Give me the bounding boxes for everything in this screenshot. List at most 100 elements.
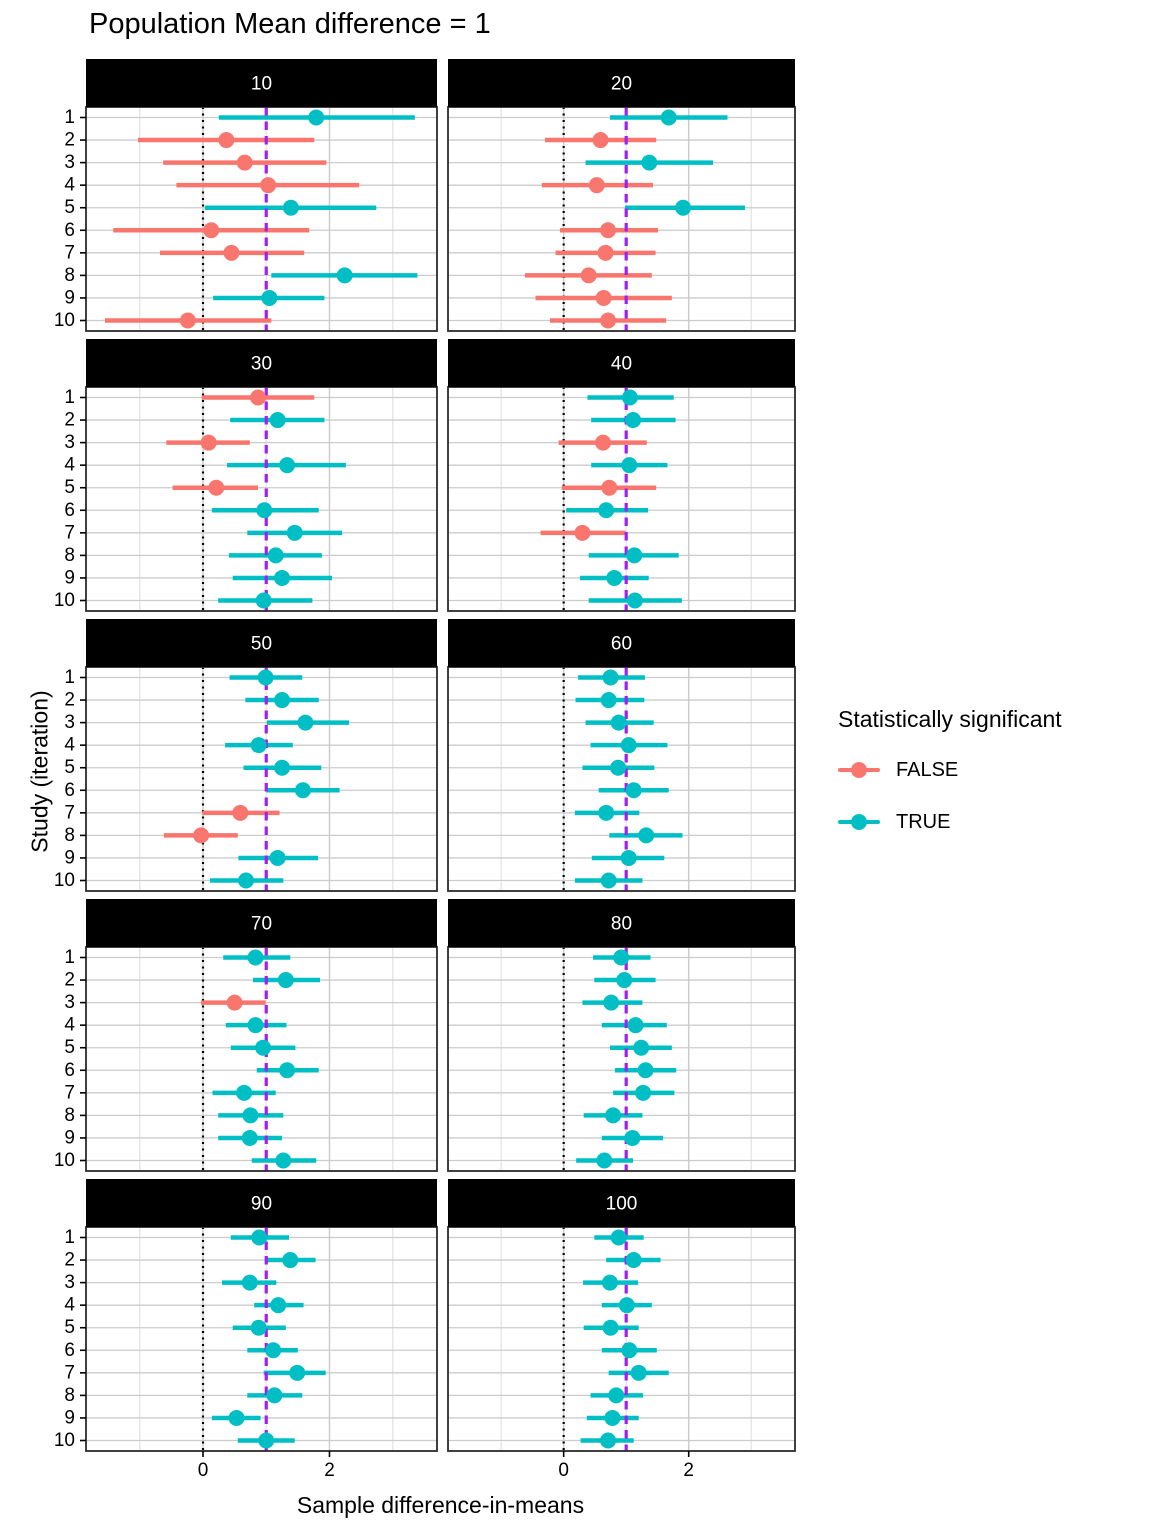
y-tick-label: 5 bbox=[64, 477, 75, 498]
y-tick-label: 4 bbox=[64, 735, 75, 756]
y-tick-label: 1 bbox=[64, 1227, 75, 1248]
point-marker bbox=[250, 1319, 267, 1336]
point-marker bbox=[608, 1387, 625, 1404]
point-marker bbox=[297, 714, 314, 731]
facet-header bbox=[86, 1179, 437, 1227]
panel-background bbox=[448, 1227, 795, 1451]
point-marker bbox=[260, 177, 277, 194]
point-marker bbox=[626, 592, 643, 609]
y-tick-label: 9 bbox=[64, 1127, 75, 1148]
point-marker bbox=[613, 949, 630, 966]
y-tick-label: 2 bbox=[64, 1250, 75, 1271]
point-marker bbox=[203, 222, 220, 239]
legend-title: Statistically significant bbox=[838, 706, 1062, 732]
y-tick-label: 10 bbox=[54, 590, 75, 611]
facet-header bbox=[86, 339, 437, 387]
facet-label: 10 bbox=[251, 74, 272, 95]
point-marker bbox=[601, 479, 618, 496]
point-marker bbox=[336, 267, 353, 284]
x-tick-label: 0 bbox=[198, 1460, 209, 1481]
y-tick-label: 1 bbox=[64, 387, 75, 408]
point-marker bbox=[598, 502, 615, 519]
point-marker bbox=[625, 1252, 642, 1269]
y-tick-label: 10 bbox=[54, 1150, 75, 1171]
y-tick-label: 2 bbox=[64, 130, 75, 151]
legend-item-true: TRUE bbox=[838, 807, 1148, 837]
y-tick-label: 8 bbox=[64, 265, 75, 286]
point-marker bbox=[289, 1364, 306, 1381]
point-marker bbox=[247, 949, 264, 966]
point-marker bbox=[265, 1342, 282, 1359]
y-tick-label: 8 bbox=[64, 545, 75, 566]
point-marker bbox=[274, 692, 291, 709]
y-tick-label: 2 bbox=[64, 410, 75, 431]
y-tick-label: 10 bbox=[54, 310, 75, 331]
y-tick-label: 6 bbox=[64, 780, 75, 801]
point-marker bbox=[200, 434, 217, 451]
point-marker bbox=[247, 1017, 264, 1034]
facet-label: 90 bbox=[251, 1194, 272, 1215]
point-marker bbox=[626, 547, 643, 564]
point-marker bbox=[255, 1039, 272, 1056]
plot-title: Population Mean difference = 1 bbox=[89, 8, 491, 40]
point-marker bbox=[624, 1129, 641, 1146]
facet-label: 50 bbox=[251, 634, 272, 655]
point-marker bbox=[282, 1252, 299, 1269]
y-tick-label: 9 bbox=[64, 567, 75, 588]
facet-panel: 100 0 2 bbox=[447, 1179, 796, 1481]
facet-header bbox=[448, 339, 795, 387]
point-marker bbox=[294, 782, 311, 799]
point-marker bbox=[600, 222, 617, 239]
point-marker bbox=[279, 457, 296, 474]
point-marker bbox=[277, 972, 294, 989]
point-marker bbox=[605, 1107, 622, 1124]
point-marker bbox=[600, 692, 617, 709]
point-marker bbox=[241, 1129, 258, 1146]
y-tick-label: 6 bbox=[64, 1060, 75, 1081]
point-marker bbox=[606, 569, 623, 586]
point-marker bbox=[208, 479, 225, 496]
panel-background bbox=[448, 667, 795, 891]
y-tick-label: 1 bbox=[64, 947, 75, 968]
y-tick-label: 4 bbox=[64, 175, 75, 196]
y-tick-label: 6 bbox=[64, 1340, 75, 1361]
point-marker bbox=[251, 1229, 268, 1246]
facet-label: 40 bbox=[611, 354, 632, 375]
point-marker bbox=[267, 547, 284, 564]
point-marker bbox=[308, 109, 325, 126]
y-tick-label: 4 bbox=[64, 1015, 75, 1036]
facet-label: 60 bbox=[611, 634, 632, 655]
point-marker bbox=[595, 289, 612, 306]
legend-key-false-icon bbox=[838, 759, 880, 781]
point-marker bbox=[610, 714, 627, 731]
y-tick-label: 2 bbox=[64, 690, 75, 711]
y-tick-label: 9 bbox=[64, 847, 75, 868]
point-marker bbox=[193, 827, 210, 844]
panel-background bbox=[86, 667, 437, 891]
point-marker bbox=[596, 1152, 613, 1169]
point-marker bbox=[635, 1084, 652, 1101]
y-tick-label: 8 bbox=[64, 825, 75, 846]
point-marker bbox=[602, 669, 619, 686]
point-marker bbox=[255, 592, 272, 609]
legend-item-false: FALSE bbox=[838, 755, 1148, 785]
point-marker bbox=[627, 1017, 644, 1034]
point-marker bbox=[630, 1364, 647, 1381]
facet-label: 100 bbox=[606, 1194, 638, 1215]
y-tick-label: 5 bbox=[64, 757, 75, 778]
panel-background bbox=[448, 387, 795, 611]
y-tick-label: 6 bbox=[64, 220, 75, 241]
point-marker bbox=[261, 289, 278, 306]
point-marker bbox=[179, 312, 196, 329]
y-tick-label: 1 bbox=[64, 667, 75, 688]
point-marker bbox=[625, 782, 642, 799]
panel-background bbox=[86, 1227, 437, 1451]
point-marker bbox=[270, 1297, 287, 1314]
point-marker bbox=[258, 1432, 275, 1449]
point-marker bbox=[625, 412, 642, 429]
point-marker bbox=[269, 849, 286, 866]
